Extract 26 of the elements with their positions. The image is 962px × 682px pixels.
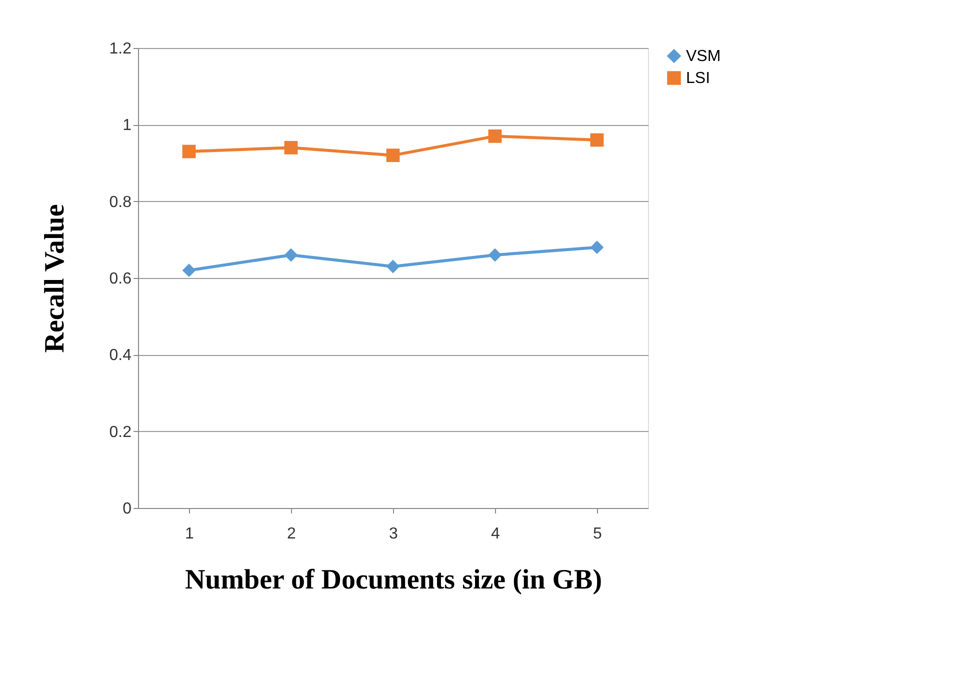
y-tick-label: 1 [122,117,132,134]
y-tick-label: 0 [122,500,132,518]
point [386,148,400,162]
y-tick-label: 0.6 [109,270,132,288]
x-tick-label: 5 [593,526,602,542]
y-tick-label: 1.2 [109,40,132,58]
y-tick-label: 0.8 [109,194,132,211]
point [182,144,196,158]
y-axis-title: Recall Value [39,204,70,353]
legend-label: VSM [686,48,721,65]
x-tick-label: 2 [287,526,296,542]
x-tick-label: 1 [185,526,194,542]
point [590,240,604,254]
point [488,248,502,262]
y-tick-label: 0.2 [109,424,132,441]
x-tick-label: 3 [389,526,398,542]
y-tick-label: 0.4 [109,347,132,364]
point [386,260,400,274]
point [284,140,298,154]
point [182,264,196,278]
x-axis-title: Number of Documents size (in GB) [184,564,602,596]
point [590,133,604,147]
point [284,248,298,262]
point [488,129,502,143]
legend-label: LSI [686,70,710,87]
x-tick-label: 4 [491,526,500,542]
